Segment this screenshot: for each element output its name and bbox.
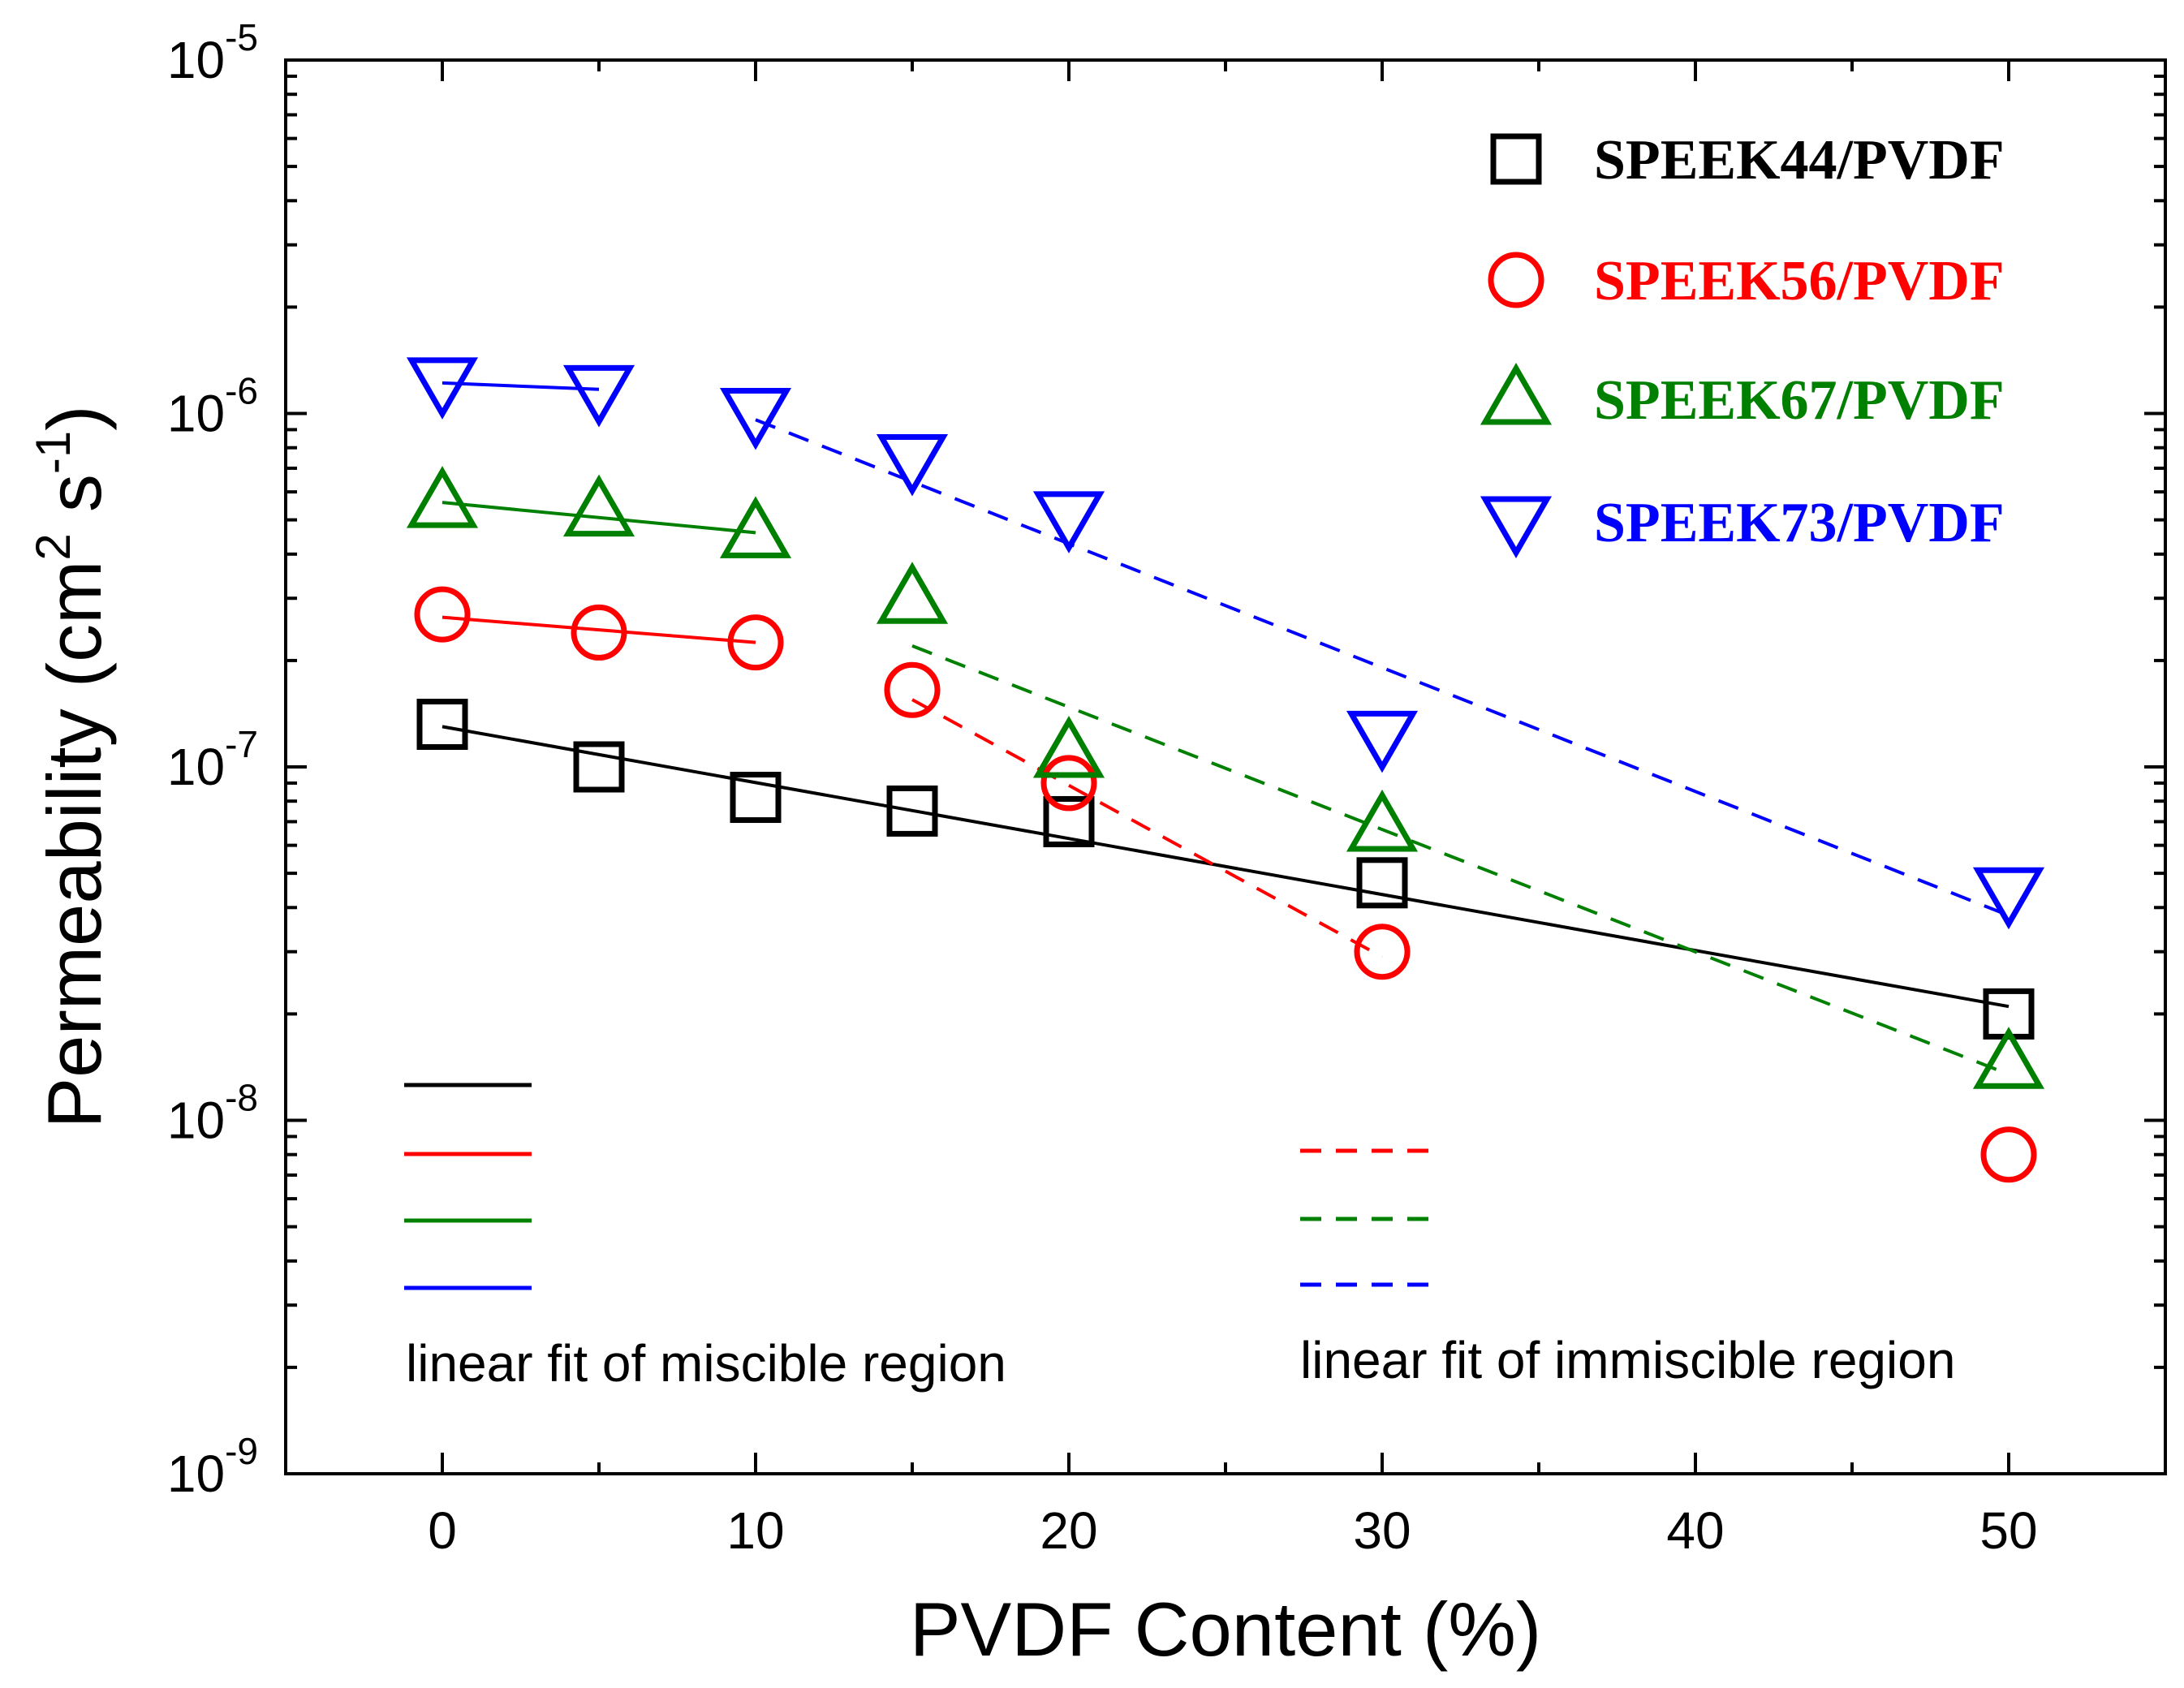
y-tick-label: 10-8	[167, 1077, 258, 1150]
fit-line-solid	[442, 725, 2010, 1009]
series-legend: SPEEK44/PVDF SPEEK56/PVDF SPEEK67/PVDF SPEE…	[1480, 129, 2005, 559]
fit-line-dashed	[755, 418, 2010, 917]
legend-marker	[1490, 133, 1542, 185]
x-tick-label: 10	[726, 1501, 784, 1560]
fit-line-dashed	[911, 644, 2010, 1076]
legend-marker	[1488, 252, 1544, 308]
fit-line-solid	[442, 381, 600, 391]
data-point-circle	[1354, 924, 1411, 980]
x-tick-label: 20	[1040, 1501, 1097, 1560]
data-point-triangle-down	[876, 433, 949, 497]
x-tick-label: 30	[1353, 1501, 1411, 1560]
data-point-triangle-down	[1032, 491, 1105, 553]
y-tick-label: 10-5	[167, 16, 258, 89]
data-point-triangle-down	[562, 364, 635, 428]
x-tick-label: 50	[1979, 1501, 2037, 1560]
data-point-triangle-up	[1032, 715, 1105, 778]
y-tick-label: 10-9	[167, 1430, 258, 1503]
data-point-triangle-up	[1346, 789, 1419, 852]
fit-legend	[404, 1083, 1428, 1290]
y-axis-ticks: 10-9 10-8 10-7 10-6 10-5	[167, 16, 2165, 1503]
data-point-circle	[414, 586, 471, 643]
data-point-square	[573, 741, 625, 793]
data-point-triangle-down	[719, 388, 792, 450]
legend-label: SPEEK44/PVDF	[1594, 129, 2005, 192]
legend-marker	[1480, 496, 1553, 559]
fit-line-dashed	[911, 698, 1383, 958]
y-tick-label: 10-6	[167, 370, 258, 443]
x-tick-label: 40	[1666, 1501, 1724, 1560]
x-axis-ticks: 0 10 20 30 40 50	[284, 60, 2167, 1560]
data-point-square	[1043, 795, 1095, 847]
legend-label: SPEEK56/PVDF	[1594, 250, 2005, 312]
data-point-triangle-down	[406, 357, 479, 420]
legend-label: SPEEK73/PVDF	[1594, 492, 2005, 554]
y-tick-label: 10-7	[167, 723, 258, 796]
data-point-triangle-up	[719, 496, 792, 558]
data-point-square	[416, 698, 468, 750]
data-point-square	[886, 785, 938, 837]
data-point-triangle-down	[1346, 710, 1419, 773]
fit-line-solid	[442, 501, 756, 535]
data-point-circle	[571, 604, 627, 661]
data-point-triangle-down	[1972, 867, 2045, 930]
data-point-triangle-up	[876, 562, 949, 624]
data-point-circle	[1980, 1126, 2037, 1183]
legend-marker	[1480, 362, 1553, 425]
data-point-triangle-up	[406, 466, 479, 528]
data-point-triangle-up	[562, 474, 635, 537]
data-point-circle	[727, 614, 784, 671]
data-point-square	[1356, 857, 1408, 909]
data-point-circle	[884, 661, 941, 718]
data-point-circle	[1040, 755, 1097, 812]
legend-label: SPEEK67/PVDF	[1594, 369, 2005, 432]
fit-line-solid	[442, 615, 756, 644]
data-markers	[406, 357, 2045, 1183]
y-axis-title: Permeability (cm2 s-1)	[26, 405, 117, 1128]
fit-lines	[442, 381, 2010, 1076]
data-point-triangle-up	[1972, 1027, 2045, 1089]
x-axis-title: PVDF Content (%)	[910, 1587, 1541, 1672]
immiscible-fit-caption: linear fit of immiscible region	[1300, 1331, 1955, 1389]
data-point-square	[730, 772, 782, 824]
x-tick-label: 0	[428, 1501, 457, 1560]
miscible-fit-caption: linear fit of miscible region	[406, 1334, 1006, 1393]
